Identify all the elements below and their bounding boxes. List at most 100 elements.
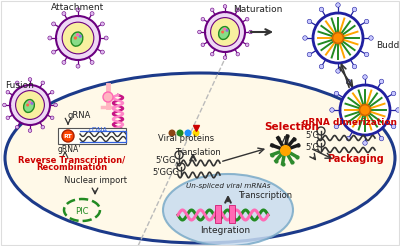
Circle shape: [201, 17, 205, 21]
Text: gRNA dimerization: gRNA dimerization: [302, 118, 398, 127]
Bar: [215, 205, 221, 223]
Text: 5'G: 5'G: [305, 143, 319, 152]
Circle shape: [62, 130, 74, 142]
Circle shape: [379, 136, 384, 141]
Text: Attachment: Attachment: [51, 3, 105, 12]
Circle shape: [313, 13, 363, 63]
Circle shape: [205, 12, 245, 52]
Circle shape: [198, 30, 201, 34]
Circle shape: [10, 85, 50, 125]
Text: 5'GGG: 5'GGG: [152, 168, 179, 177]
Circle shape: [76, 33, 79, 36]
Circle shape: [62, 22, 94, 54]
Circle shape: [100, 50, 104, 54]
Circle shape: [364, 52, 369, 57]
Circle shape: [336, 69, 340, 73]
Circle shape: [303, 36, 307, 40]
Circle shape: [249, 30, 252, 34]
Circle shape: [103, 92, 113, 102]
Circle shape: [28, 129, 32, 132]
Text: Un-spliced viral mRNAs: Un-spliced viral mRNAs: [186, 183, 270, 189]
Text: PIC: PIC: [75, 207, 89, 216]
Circle shape: [201, 43, 205, 46]
Circle shape: [245, 43, 249, 46]
Circle shape: [28, 77, 32, 81]
Circle shape: [307, 19, 312, 24]
Circle shape: [236, 8, 240, 12]
Text: gRNA: gRNA: [68, 111, 91, 120]
Circle shape: [6, 90, 10, 94]
Circle shape: [221, 31, 224, 33]
Circle shape: [352, 7, 357, 12]
Circle shape: [346, 79, 351, 84]
Circle shape: [56, 16, 100, 60]
Circle shape: [90, 12, 94, 15]
Circle shape: [76, 8, 80, 12]
Circle shape: [223, 5, 227, 8]
Circle shape: [334, 91, 339, 96]
Circle shape: [226, 29, 228, 32]
Circle shape: [319, 7, 324, 12]
Text: Nuclear import: Nuclear import: [64, 176, 126, 185]
Circle shape: [236, 52, 240, 56]
Circle shape: [41, 81, 45, 85]
Circle shape: [379, 79, 384, 84]
Circle shape: [363, 141, 367, 145]
Ellipse shape: [24, 100, 34, 112]
Text: cDNA: cDNA: [88, 127, 108, 133]
Text: Transcription: Transcription: [238, 191, 292, 200]
Text: Integration: Integration: [200, 226, 250, 235]
Text: Recombination: Recombination: [36, 163, 108, 172]
Circle shape: [62, 12, 66, 15]
Text: Selection: Selection: [264, 122, 320, 132]
Ellipse shape: [163, 174, 293, 246]
Text: Budding: Budding: [376, 41, 400, 50]
Circle shape: [330, 108, 334, 112]
Circle shape: [52, 50, 56, 54]
Ellipse shape: [219, 27, 229, 39]
Circle shape: [364, 19, 369, 24]
Text: Fusion: Fusion: [5, 81, 34, 90]
Circle shape: [223, 56, 227, 59]
Ellipse shape: [71, 32, 83, 46]
Circle shape: [346, 136, 351, 141]
Circle shape: [391, 91, 396, 96]
Circle shape: [41, 125, 45, 129]
Circle shape: [319, 64, 324, 69]
Circle shape: [369, 36, 373, 40]
Ellipse shape: [5, 73, 395, 243]
Circle shape: [336, 3, 340, 7]
Circle shape: [176, 129, 184, 137]
Circle shape: [192, 129, 200, 137]
Text: 5'GG: 5'GG: [155, 156, 176, 165]
Text: gRNA': gRNA': [58, 145, 81, 154]
Circle shape: [62, 61, 66, 64]
Circle shape: [2, 103, 6, 107]
Circle shape: [391, 124, 396, 129]
Circle shape: [74, 36, 77, 40]
Text: Reverse Transcription/: Reverse Transcription/: [18, 156, 126, 165]
Text: Translation: Translation: [175, 148, 221, 157]
Circle shape: [15, 81, 19, 85]
Circle shape: [307, 52, 312, 57]
Circle shape: [48, 36, 52, 40]
Circle shape: [104, 36, 108, 40]
Circle shape: [30, 102, 34, 105]
FancyBboxPatch shape: [58, 128, 126, 144]
Text: Viral proteins: Viral proteins: [158, 134, 214, 143]
Circle shape: [332, 32, 344, 44]
Circle shape: [76, 64, 80, 68]
Text: RT: RT: [64, 134, 72, 138]
Text: Packaging: Packaging: [327, 154, 383, 164]
Circle shape: [184, 129, 192, 137]
Text: Maturation: Maturation: [233, 5, 283, 14]
Circle shape: [210, 52, 214, 56]
Circle shape: [28, 101, 31, 104]
Circle shape: [54, 103, 58, 107]
Circle shape: [52, 22, 56, 26]
Circle shape: [360, 105, 370, 116]
Circle shape: [352, 64, 357, 69]
Circle shape: [50, 90, 54, 94]
Circle shape: [396, 108, 400, 112]
Circle shape: [78, 35, 82, 38]
